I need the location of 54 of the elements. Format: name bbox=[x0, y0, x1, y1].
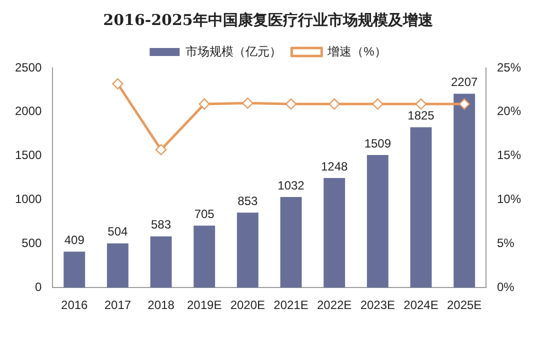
point bbox=[458, 98, 470, 110]
x-tick-label: 2019E bbox=[186, 298, 222, 312]
y-tick-label: 1500 bbox=[14, 148, 42, 162]
bar bbox=[366, 155, 388, 288]
y-tick-label: 500 bbox=[22, 236, 42, 250]
x-tick-label: 2016 bbox=[61, 298, 88, 312]
x-tick-label: 2018 bbox=[148, 298, 175, 312]
data-label: 504 bbox=[108, 224, 128, 239]
bar bbox=[236, 212, 258, 288]
y-tick-label: 0 bbox=[35, 280, 42, 294]
y2-tick-label: 0% bbox=[496, 280, 515, 294]
data-label: 2207 bbox=[450, 75, 478, 90]
point bbox=[285, 98, 297, 110]
x-tick-label: 2024E bbox=[404, 298, 438, 312]
y-tick-label: 2500 bbox=[14, 60, 42, 74]
data-label: 1509 bbox=[364, 136, 392, 150]
point bbox=[242, 98, 254, 109]
y-tick-label: 1000 bbox=[14, 192, 42, 206]
bar bbox=[280, 196, 302, 288]
y2-tick-label: 5% bbox=[496, 236, 515, 250]
point bbox=[328, 98, 340, 110]
data-label: 1032 bbox=[278, 178, 305, 192]
point bbox=[155, 144, 167, 156]
data-label: 705 bbox=[194, 206, 215, 221]
bar bbox=[194, 226, 216, 288]
bar bbox=[150, 236, 172, 288]
point bbox=[112, 78, 124, 90]
x-tick-label: 2025E bbox=[446, 298, 482, 312]
data-label: 1825 bbox=[408, 108, 435, 123]
point bbox=[198, 98, 210, 110]
chart-title: 2016-2025年中国康复医疗行业市场规模及增速 bbox=[103, 10, 434, 29]
point bbox=[415, 98, 427, 110]
y2-tick-label: 10% bbox=[496, 192, 522, 206]
y2-tick-label: 25% bbox=[496, 60, 522, 74]
x-tick-label: 2021E bbox=[274, 298, 308, 312]
x-tick-label: 2023E bbox=[360, 298, 396, 312]
x-tick-label: 2022E bbox=[316, 298, 352, 312]
bar bbox=[106, 243, 128, 288]
y-tick-label: 2000 bbox=[14, 104, 42, 118]
bar bbox=[410, 127, 432, 288]
data-label: 853 bbox=[238, 194, 258, 208]
data-label: 1248 bbox=[320, 159, 348, 174]
y2-tick-label: 20% bbox=[496, 104, 522, 118]
legend-label: 市场规模（亿元） bbox=[186, 44, 282, 58]
data-label: 409 bbox=[64, 232, 85, 247]
bar bbox=[64, 252, 86, 288]
bar bbox=[324, 178, 346, 288]
x-tick-label: 2020E bbox=[230, 298, 266, 312]
bar bbox=[454, 94, 476, 288]
legend-label: 增速（%） bbox=[326, 44, 386, 58]
point bbox=[372, 98, 384, 110]
x-tick-label: 2017 bbox=[104, 298, 132, 312]
data-label: 583 bbox=[151, 218, 172, 232]
y2-tick-label: 15% bbox=[496, 148, 522, 162]
